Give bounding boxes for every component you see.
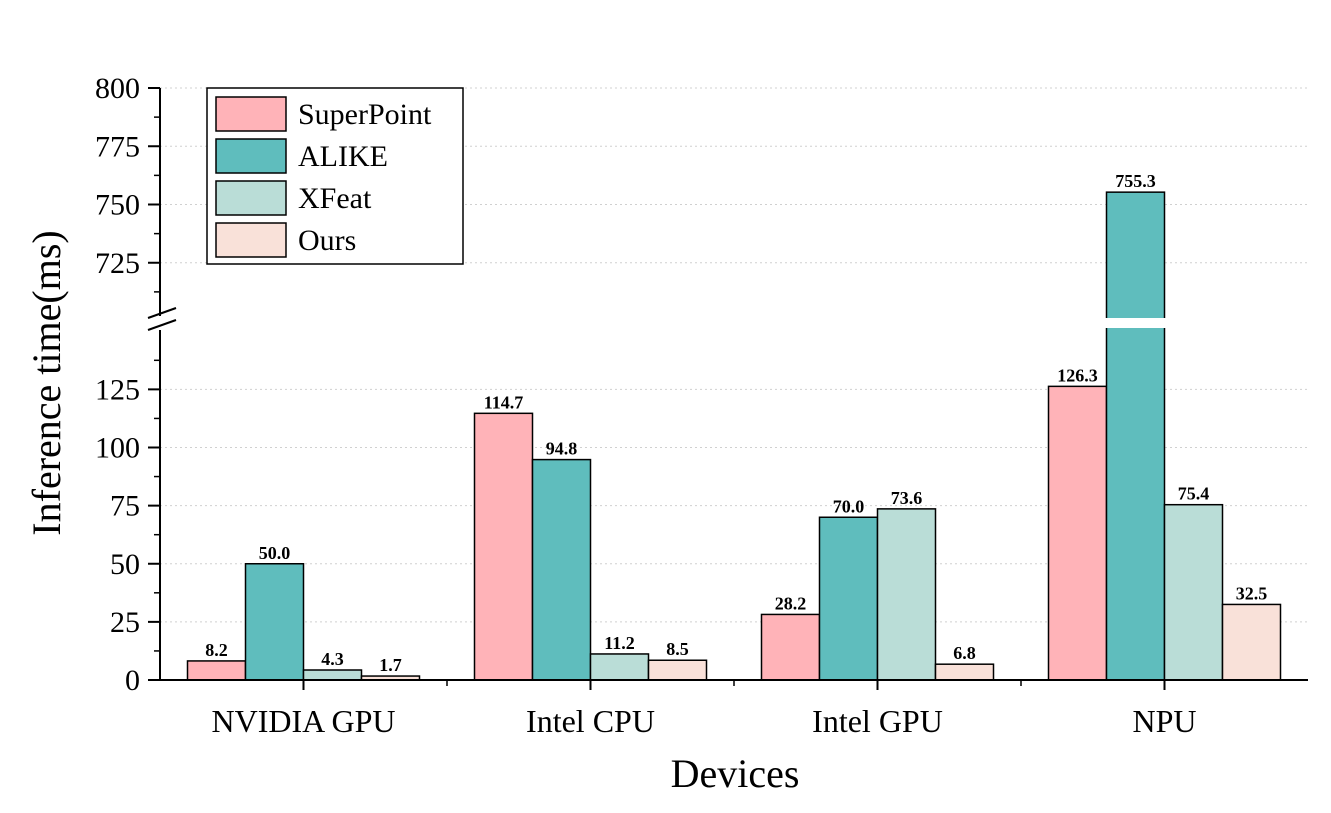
bar	[934, 663, 995, 681]
bar	[760, 613, 821, 681]
data-label: 6.8	[953, 643, 976, 663]
bar	[589, 653, 650, 681]
bar	[531, 458, 592, 681]
data-label: 4.3	[321, 649, 344, 669]
legend-label: Ours	[298, 224, 356, 257]
x-axis-title: Devices	[671, 751, 800, 796]
legend: SuperPoint ALIKE XFeat Ours	[206, 87, 464, 265]
data-label: 50.0	[259, 543, 291, 563]
bar	[244, 563, 305, 681]
x-tick-label: NPU	[1132, 703, 1196, 739]
data-label: 755.3	[1115, 171, 1156, 191]
bar	[876, 508, 937, 681]
legend-label: SuperPoint	[298, 98, 432, 131]
data-label: 32.5	[1236, 583, 1268, 603]
data-label: 11.2	[604, 633, 635, 653]
bar	[186, 660, 247, 681]
y-tick-label: 750	[95, 189, 140, 222]
y-tick-label: 775	[95, 130, 140, 163]
x-tick-label: Intel GPU	[812, 703, 943, 739]
y-tick-label: 50	[110, 548, 140, 581]
bar	[1163, 503, 1224, 681]
data-label: 70.0	[833, 496, 865, 516]
data-label: 8.5	[666, 639, 689, 659]
bars-group	[186, 191, 1282, 681]
legend-swatch	[215, 222, 287, 258]
axis-break-mark	[147, 319, 177, 331]
y-axis-title: Inference time(ms)	[24, 230, 69, 535]
data-label: 75.4	[1178, 484, 1210, 504]
bar	[1047, 385, 1108, 681]
x-tick-label: Intel CPU	[526, 703, 655, 739]
y-tick-label: 75	[110, 490, 140, 523]
legend-label: ALIKE	[298, 140, 388, 173]
y-tick-label: 100	[95, 432, 140, 465]
data-label: 8.2	[205, 640, 228, 660]
bar	[647, 659, 708, 681]
legend-swatch	[215, 138, 287, 174]
legend-swatch	[215, 96, 287, 132]
data-label: 126.3	[1057, 365, 1098, 385]
axes-group: 0 25 50 75 100 125 725 750 775 800 NVIDIA GPU Intel…	[95, 72, 1308, 739]
legend-swatch	[215, 180, 287, 216]
x-tick-label: NVIDIA GPU	[212, 703, 396, 739]
y-tick-label: 800	[95, 72, 140, 105]
bar	[473, 412, 534, 681]
data-label: 28.2	[775, 593, 807, 613]
data-label: 94.8	[546, 439, 578, 459]
y-tick-label: 125	[95, 373, 140, 406]
data-label: 1.7	[379, 655, 402, 675]
bar	[1221, 603, 1282, 681]
bar-break-gap	[1103, 318, 1168, 328]
y-tick-label: 0	[125, 664, 140, 697]
data-labels-group: 8.2 114.7 28.2 126.3 50.0 94.8 70.0 755.3 4.3 11.…	[205, 171, 1267, 675]
data-label: 114.7	[484, 392, 524, 412]
legend-label: XFeat	[298, 182, 372, 215]
y-tick-label: 25	[110, 606, 140, 639]
bar	[818, 516, 879, 681]
data-label: 73.6	[891, 488, 923, 508]
axis-break-mark	[147, 307, 177, 319]
bar	[302, 669, 363, 681]
bar	[1105, 191, 1166, 681]
y-tick-label: 725	[95, 247, 140, 280]
